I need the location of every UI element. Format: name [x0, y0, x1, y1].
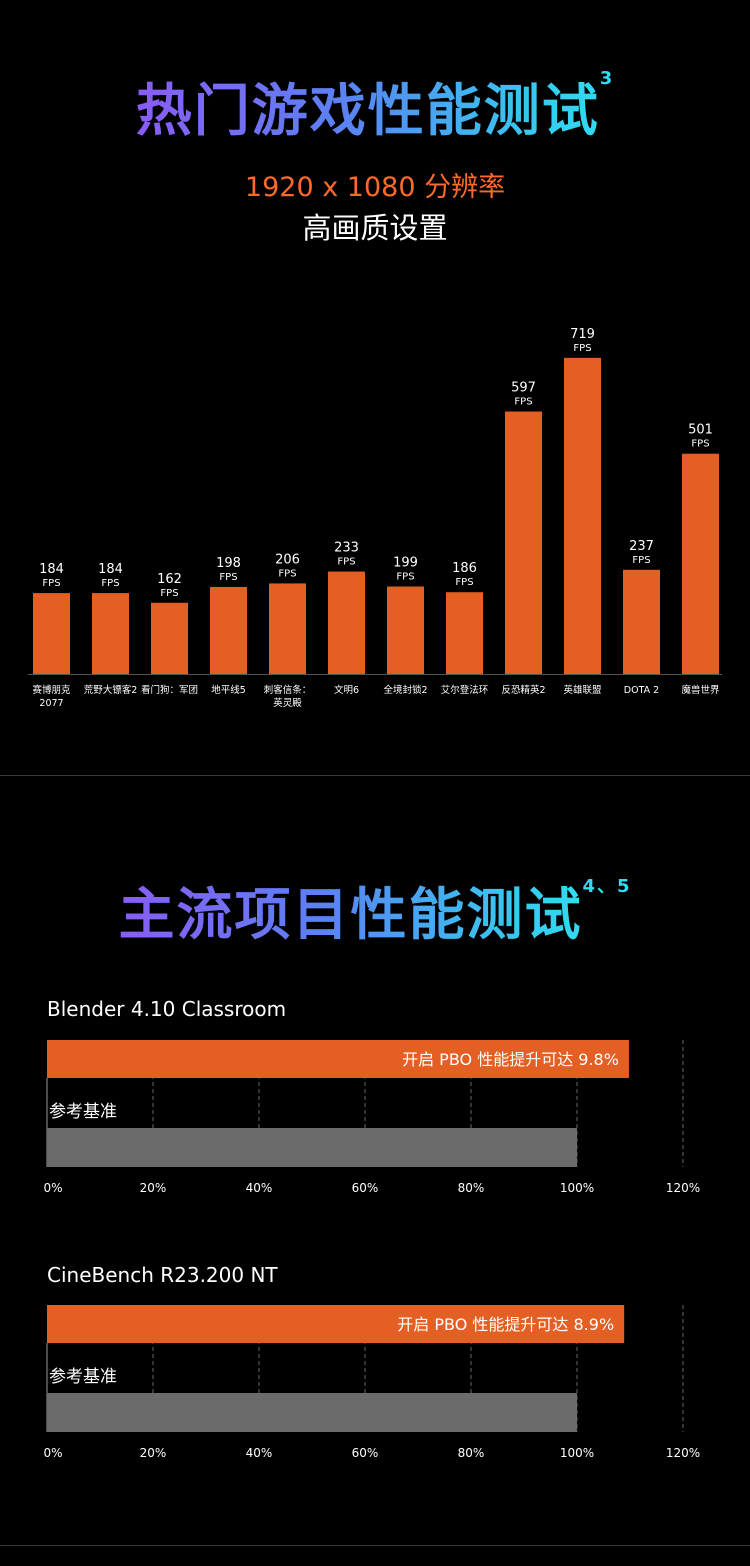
cinebench-bar-chart: 开启 PBO 性能提升可达 8.9% 参考基准 0% 20% 40% 60% 80% 100%…	[43, 1305, 700, 1460]
game-name-label: 看门狗：军团	[141, 684, 198, 696]
fps-bar	[92, 593, 129, 674]
pbo-bar-label: 开启 PBO 性能提升可达 8.9%	[397, 1315, 614, 1334]
x-tick-label: 0%	[43, 1446, 62, 1460]
pbo-bar	[47, 1040, 629, 1078]
fps-value-label: 184	[98, 562, 123, 577]
fps-value-label: 719	[570, 327, 595, 342]
fps-value-label: 501	[688, 423, 713, 438]
game-name-label: DOTA 2	[624, 685, 659, 696]
fps-bar	[446, 592, 483, 674]
game-name-label: 英灵殿	[273, 697, 302, 709]
blender-chart-title: Blender 4.10 Classroom	[47, 997, 287, 1021]
fps-bar	[623, 569, 660, 674]
fps-unit-label: FPS	[455, 577, 473, 588]
x-tick-label: 20%	[140, 1446, 167, 1460]
fps-unit-label: FPS	[101, 578, 119, 589]
games-title-text: 热门游戏性能测试	[135, 79, 600, 144]
fps-value-label: 198	[216, 556, 241, 571]
baseline-bar	[47, 1128, 577, 1167]
game-name-label: 荒野大镖客2	[84, 684, 138, 696]
game-fps-bar-chart: 184FPS赛博朋克2077184FPS荒野大镖客2162FPS看门狗：军团19…	[28, 327, 722, 709]
x-tick-label: 40%	[246, 1446, 273, 1460]
fps-unit-label: FPS	[632, 555, 650, 566]
game-name-label: 赛博朋克	[32, 684, 71, 696]
x-tick-label: 120%	[666, 1181, 700, 1195]
game-name-label: 艾尔登法环	[441, 684, 489, 696]
fps-unit-label: FPS	[160, 588, 178, 599]
projects-title-text: 主流项目性能测试	[118, 883, 583, 948]
pbo-bar-label: 开启 PBO 性能提升可达 9.8%	[402, 1050, 619, 1069]
x-tick-label: 100%	[560, 1446, 594, 1460]
fps-bar	[387, 586, 424, 674]
quality-label: 高画质设置	[302, 211, 448, 245]
section-divider	[0, 775, 750, 776]
games-title-footnote: 3	[599, 68, 615, 89]
fps-value-label: 233	[334, 541, 359, 556]
blender-bar-chart: 开启 PBO 性能提升可达 9.8% 参考基准 0% 20% 40% 60% 80% 100%…	[43, 1040, 700, 1195]
fps-bar	[210, 586, 247, 674]
game-name-label: 刺客信条：	[264, 684, 312, 696]
game-name-label: 魔兽世界	[681, 684, 720, 696]
fps-value-label: 184	[39, 562, 64, 577]
game-name-label: 文明6	[334, 684, 359, 696]
game-name-label: 反恐精英2	[501, 684, 545, 696]
fps-bar	[151, 602, 188, 674]
fps-value-label: 597	[511, 380, 536, 395]
fps-value-label: 162	[157, 572, 182, 587]
fps-value-label: 199	[393, 555, 418, 570]
fps-unit-label: FPS	[42, 578, 60, 589]
x-tick-label: 40%	[246, 1181, 273, 1195]
cinebench-chart-title: CineBench R23.200 NT	[47, 1263, 278, 1287]
bottom-divider	[0, 1545, 750, 1546]
fps-bar	[269, 583, 306, 674]
fps-unit-label: FPS	[337, 557, 355, 568]
projects-title-footnote: 4、5	[582, 876, 632, 897]
x-tick-label: 120%	[666, 1446, 700, 1460]
fps-bar	[564, 357, 601, 674]
fps-bar	[682, 453, 719, 674]
fps-unit-label: FPS	[219, 572, 237, 583]
x-tick-label: 0%	[43, 1181, 62, 1195]
games-section-title: 热门游戏性能测试3	[0, 66, 750, 147]
game-name-label: 英雄联盟	[563, 684, 602, 696]
fps-value-label: 237	[629, 539, 654, 554]
fps-unit-label: FPS	[396, 571, 414, 582]
fps-bar	[328, 571, 365, 674]
baseline-bar	[47, 1393, 577, 1432]
pbo-bar	[47, 1305, 625, 1343]
x-tick-label: 100%	[560, 1181, 594, 1195]
x-tick-label: 60%	[352, 1446, 379, 1460]
fps-unit-label: FPS	[514, 396, 532, 407]
game-name-label: 地平线5	[211, 684, 246, 696]
projects-section-title: 主流项目性能测试4、5	[0, 870, 750, 951]
fps-unit-label: FPS	[691, 439, 709, 450]
fps-bar	[33, 593, 70, 674]
x-tick-label: 60%	[352, 1181, 379, 1195]
baseline-label: 参考基准	[49, 1367, 117, 1387]
fps-bar	[505, 411, 542, 674]
game-name-label: 全境封锁2	[383, 684, 427, 696]
baseline-label: 参考基准	[49, 1102, 117, 1122]
fps-value-label: 186	[452, 561, 477, 576]
resolution-label: 1920 x 1080 分辨率	[244, 172, 506, 203]
x-tick-label: 80%	[458, 1446, 485, 1460]
game-name-label: 2077	[39, 698, 63, 709]
fps-unit-label: FPS	[278, 568, 296, 579]
x-tick-label: 80%	[458, 1181, 485, 1195]
fps-value-label: 206	[275, 552, 300, 567]
fps-unit-label: FPS	[573, 343, 591, 354]
x-tick-label: 20%	[140, 1181, 167, 1195]
